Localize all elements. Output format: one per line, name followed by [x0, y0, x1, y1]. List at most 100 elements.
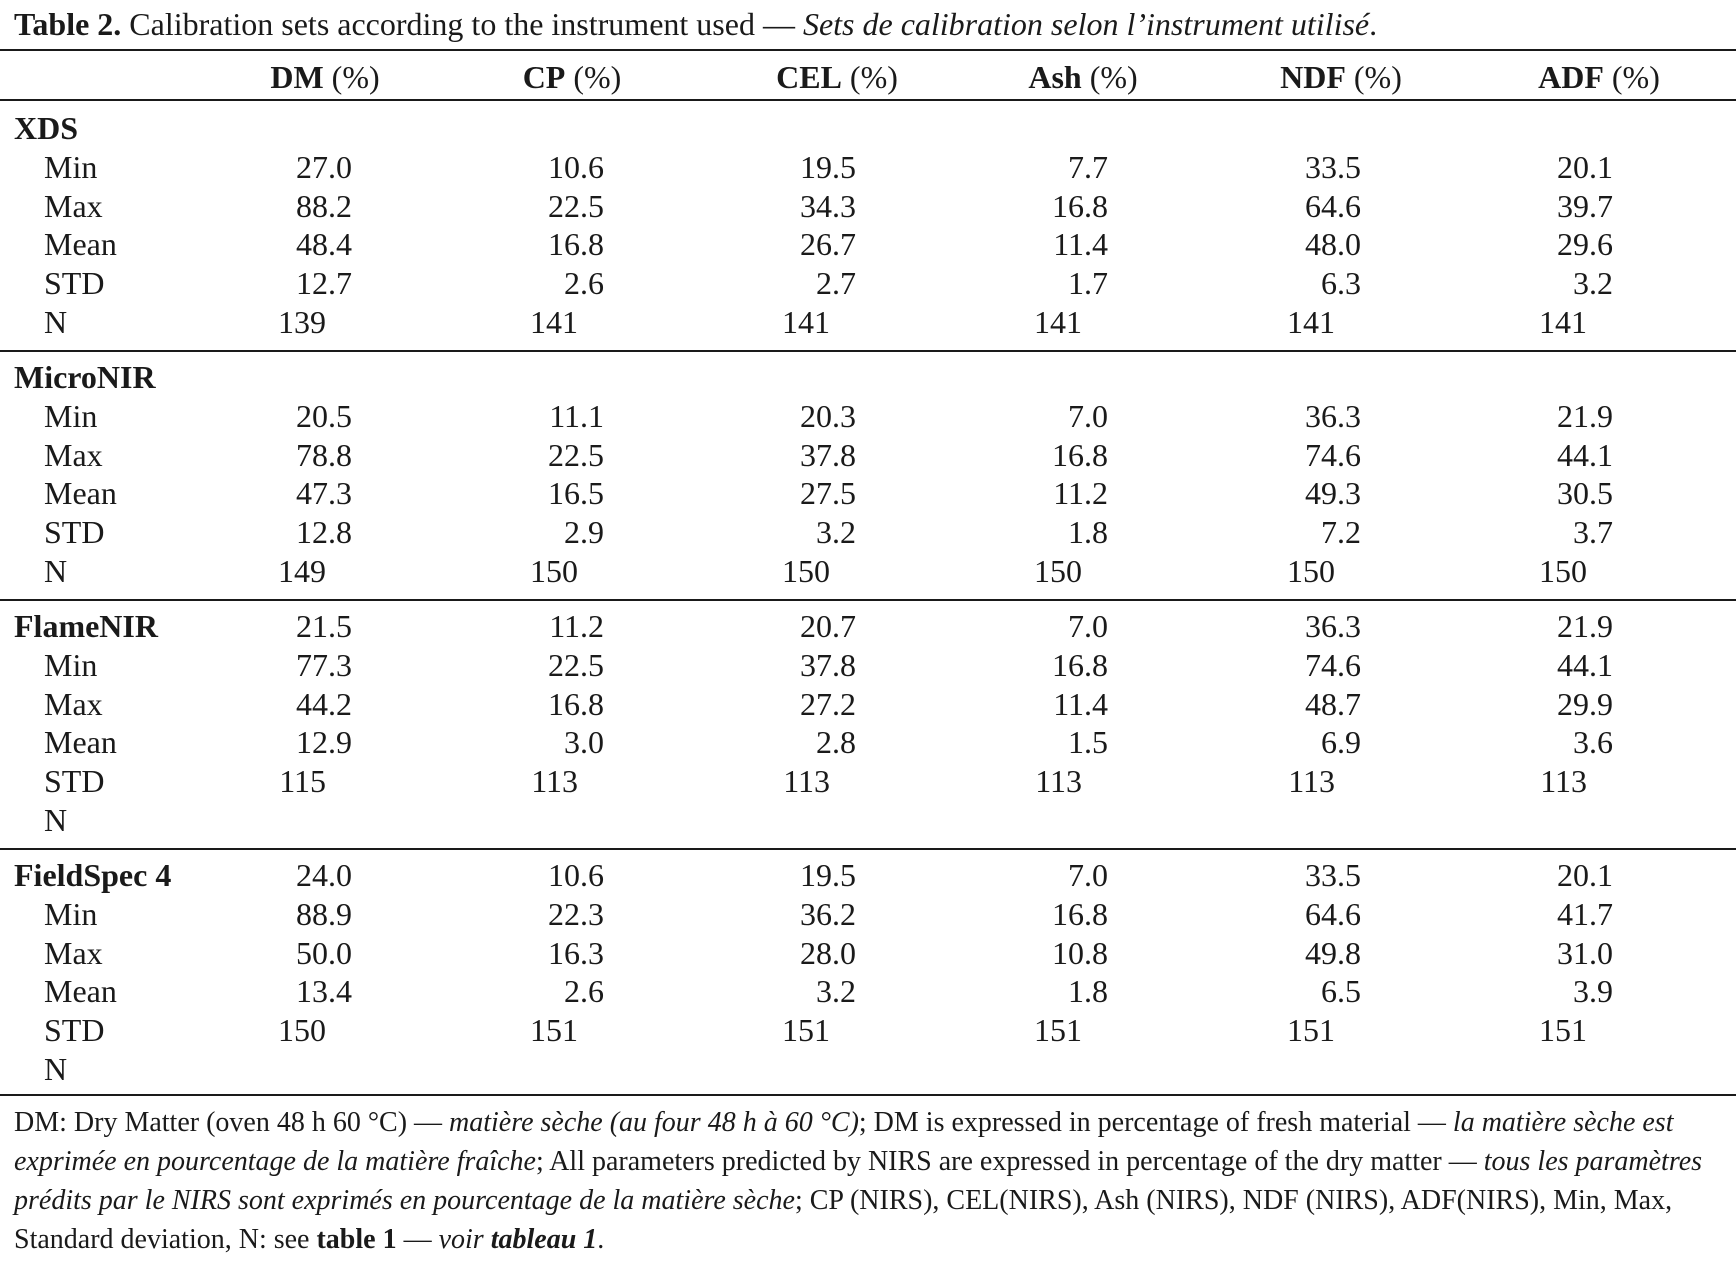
- table-cell: 3.9: [1573, 973, 1613, 1010]
- table-cell: 150: [530, 553, 578, 589]
- table-cell: 48.7: [1305, 685, 1361, 722]
- table-cell: 41.7: [1557, 895, 1613, 932]
- table-cell: 20.7: [800, 608, 856, 644]
- table-cell: 39.7: [1557, 187, 1613, 224]
- table-cell: 47.3: [296, 475, 352, 512]
- table-cell: 2.8: [816, 724, 856, 761]
- table-cell: 11.4: [1053, 685, 1108, 722]
- table-cell: 3.2: [1573, 265, 1613, 302]
- footnote-part: tous les paramètres prédits par le NIRS …: [14, 1146, 1703, 1216]
- table-cell: 21.5: [296, 608, 352, 644]
- table-cell: 21.9: [1557, 608, 1613, 644]
- row-label: Min: [44, 646, 98, 683]
- table-cell: 16.8: [1052, 187, 1108, 224]
- table-cell: 13.4: [296, 973, 352, 1010]
- table-cell: 16.3: [548, 934, 604, 971]
- table-cell: 64.6: [1305, 187, 1361, 224]
- column-header: NDF (%): [1280, 59, 1402, 95]
- row-label: STD: [44, 763, 105, 800]
- table-cell: 22.5: [548, 187, 604, 224]
- table-bottom-rule: [0, 1094, 1736, 1096]
- table-cell: 139: [278, 304, 326, 340]
- table-cell: 31.0: [1557, 934, 1613, 971]
- footnote-part: .: [597, 1224, 605, 1255]
- group-separator-rule: [0, 350, 1736, 352]
- table-cell: 16.8: [1052, 646, 1108, 683]
- table-cell: 27.0: [296, 148, 352, 185]
- table-cell: 36.2: [800, 895, 856, 932]
- column-header: CEL (%): [776, 59, 898, 95]
- table-cell: 141: [782, 304, 830, 340]
- row-label: Min: [44, 148, 98, 185]
- table-cell: 64.6: [1305, 895, 1361, 932]
- row-label: N: [44, 1051, 68, 1087]
- row-label: Mean: [44, 475, 117, 512]
- table-cell: 150: [1539, 553, 1587, 589]
- table-cell: 6.9: [1321, 724, 1361, 761]
- table-cell: 141: [1539, 304, 1587, 340]
- table-cell: 151: [530, 1012, 578, 1049]
- table-cell: 22.5: [548, 436, 604, 473]
- table-cell: 20.5: [296, 397, 352, 434]
- table-cell: 16.8: [548, 226, 604, 263]
- table-cell: 1.8: [1068, 514, 1108, 551]
- caption-text-en: Calibration sets according to the instru…: [121, 6, 803, 42]
- row-label: STD: [44, 1012, 105, 1049]
- table-cell: 113: [531, 763, 578, 800]
- table-cell: 88.9: [296, 895, 352, 932]
- table-top-rule: [0, 49, 1736, 51]
- group-separator-rule: [0, 599, 1736, 601]
- table-cell: 49.3: [1305, 475, 1361, 512]
- table-cell: 141: [1287, 304, 1335, 340]
- footnote-part: ; DM is expressed in percentage of fresh…: [858, 1107, 1453, 1138]
- table-cell: 3.6: [1573, 724, 1613, 761]
- row-label: Mean: [44, 724, 117, 761]
- table-cell: 27.2: [800, 685, 856, 722]
- caption-label: Table 2.: [14, 6, 122, 42]
- table-cell: 151: [1539, 1012, 1587, 1049]
- table-cell: 11.4: [1053, 226, 1108, 263]
- footnote-part: la matière sèche est exprimée en pourcen…: [14, 1107, 1674, 1177]
- table-cell: 2.6: [564, 265, 604, 302]
- row-label: Max: [44, 436, 103, 473]
- table-cell: 88.2: [296, 187, 352, 224]
- row-label: Max: [44, 187, 103, 224]
- table-cell: 11.1: [549, 397, 604, 434]
- table-cell: 7.0: [1068, 397, 1108, 434]
- table-caption: Table 2. Calibration sets according to t…: [14, 2, 1377, 46]
- table-cell: 150: [782, 553, 830, 589]
- table-cell: 20.1: [1557, 857, 1613, 893]
- table-cell: 36.3: [1305, 608, 1361, 644]
- table-cell: 49.8: [1305, 934, 1361, 971]
- row-label: Max: [44, 934, 103, 971]
- table-cell: 10.6: [548, 857, 604, 893]
- row-label: Mean: [44, 226, 117, 263]
- table-cell: 3.7: [1573, 514, 1613, 551]
- table-cell: 28.0: [800, 934, 856, 971]
- table-cell: 6.5: [1321, 973, 1361, 1010]
- table-cell: 7.0: [1068, 857, 1108, 893]
- row-label: STD: [44, 265, 105, 302]
- table-cell: 11.2: [549, 608, 604, 644]
- row-label: STD: [44, 514, 105, 551]
- table-cell: 113: [1035, 763, 1082, 800]
- table-cell: 2.6: [564, 973, 604, 1010]
- caption-end: .: [1369, 6, 1378, 42]
- table-cell: 27.5: [800, 475, 856, 512]
- caption-text-fr: Sets de calibration selon l’instrument u…: [802, 6, 1370, 42]
- table-cell: 3.0: [564, 724, 604, 761]
- table-cell: 6.3: [1321, 265, 1361, 302]
- table-cell: 44.2: [296, 685, 352, 722]
- table-cell: 29.6: [1557, 226, 1613, 263]
- table-cell: 22.5: [548, 646, 604, 683]
- column-header: DM (%): [270, 59, 380, 95]
- table-cell: 1.8: [1068, 973, 1108, 1010]
- table-cell: 1.7: [1068, 265, 1108, 302]
- table-cell: 74.6: [1305, 436, 1361, 473]
- table-cell: 12.7: [296, 265, 352, 302]
- footnote-part: matière sèche (au four 48 h à 60 °C): [449, 1107, 859, 1138]
- table-cell: 44.1: [1557, 646, 1613, 683]
- table-cell: 16.8: [548, 685, 604, 722]
- row-label: Mean: [44, 973, 117, 1010]
